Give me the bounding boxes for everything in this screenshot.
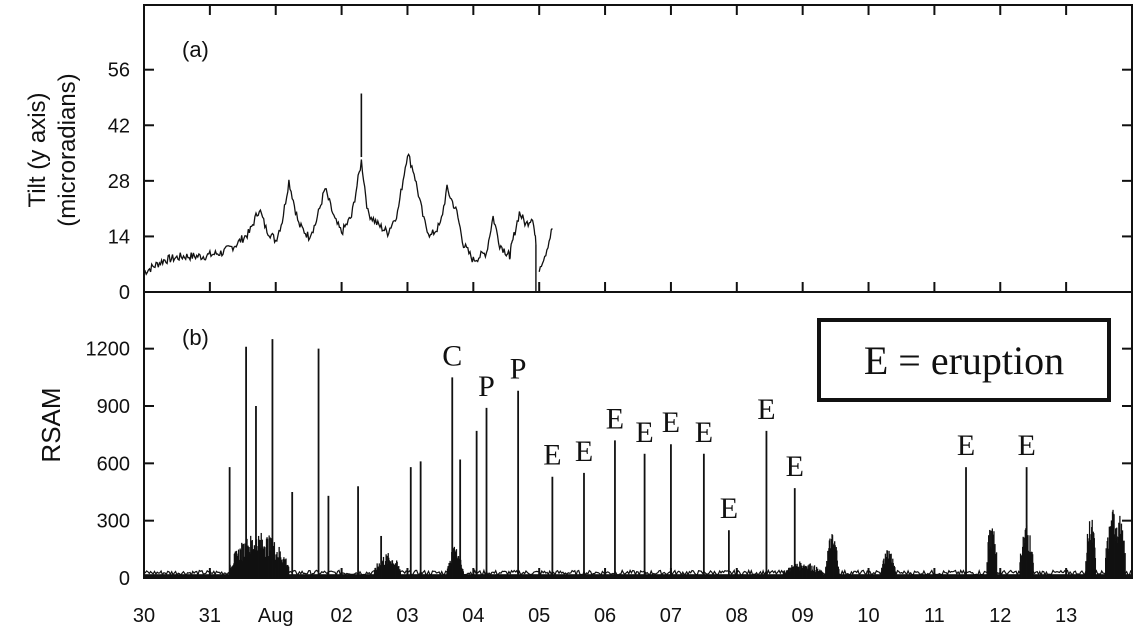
x-tick-label: 09 [792, 605, 814, 627]
panel-b-series [143, 339, 1133, 578]
x-tick-label: 05 [528, 605, 550, 627]
event-label: E [575, 435, 593, 468]
event-label: P [478, 370, 495, 403]
event-label: E [957, 429, 975, 462]
panel-a-y-tick-label: 0 [119, 282, 130, 304]
panel-a-y-tick-label: 56 [108, 60, 130, 82]
panel-b-y-axis: 0 300 600 900 1200 [86, 339, 1132, 590]
panel-b-y-tick-label: 900 [97, 396, 130, 418]
x-tick-label: 04 [462, 605, 484, 627]
event-label: C [442, 339, 462, 372]
x-tick-label: 12 [989, 605, 1011, 627]
event-label: E [695, 416, 713, 449]
event-label: E [757, 393, 775, 426]
x-tick-label: 10 [857, 605, 879, 627]
panel-a-y-tick-label: 28 [108, 171, 130, 193]
panel-a-y-axis: 0 14 28 42 56 [108, 60, 1132, 304]
panel-b-y-tick-label: 1200 [86, 339, 131, 361]
event-label: E [1017, 429, 1035, 462]
panel-a-series [143, 93, 553, 292]
x-tick-label: 02 [330, 605, 352, 627]
panel-b-y-tick-label: 300 [97, 511, 130, 533]
x-tick-label: 03 [396, 605, 418, 627]
panel-b-y-tick-label: 600 [97, 453, 130, 475]
panel-a-ylabel-line1: Tilt (y axis) [24, 92, 51, 207]
panel-b-y-tick-label: 0 [119, 568, 130, 590]
panel-a-y-tick-label: 14 [108, 226, 130, 248]
event-label: E [543, 439, 561, 472]
legend-text: E = eruption [864, 338, 1064, 383]
tilt-series-segment [538, 228, 553, 272]
panel-a-y-tick-label: 42 [108, 115, 130, 137]
panel-a-label: (a) [182, 37, 209, 62]
panel-b-ylabel: RSAM [36, 387, 66, 462]
event-label: E [662, 406, 680, 439]
panel-a: (a) 0 14 28 42 56 Tilt (y axis) (microradian… [24, 4, 1133, 304]
tilt-series-segment [143, 153, 537, 276]
event-label: E [720, 492, 738, 525]
x-tick-label: 07 [660, 605, 682, 627]
x-tick-label: 31 [199, 605, 221, 627]
x-tick-label: 08 [726, 605, 748, 627]
x-tick-label: 30 [133, 605, 155, 627]
rsam-floor [144, 574, 1132, 578]
panel-a-y-axis-title: Tilt (y axis) (microradians) [24, 73, 81, 226]
x-tick-label: 06 [594, 605, 616, 627]
panel-a-frame [143, 4, 1133, 293]
event-label: E [635, 416, 653, 449]
legend-box: E = eruption [817, 318, 1111, 402]
event-label: E [786, 450, 804, 483]
panel-b-label: (b) [182, 325, 209, 350]
x-tick-label: 11 [924, 605, 945, 627]
event-label: P [510, 353, 527, 386]
x-axis: 30 31 Aug 02 03 04 05 06 07 08 09 10 11 12 13 [133, 5, 1077, 627]
x-tick-label: 13 [1055, 605, 1077, 627]
x-tick-label: Aug [258, 605, 294, 627]
event-label: E [606, 402, 624, 435]
legend-frame [817, 318, 1111, 402]
panel-a-ylabel-line2: (microradians) [54, 73, 81, 226]
rsam-baseline [143, 568, 1133, 577]
